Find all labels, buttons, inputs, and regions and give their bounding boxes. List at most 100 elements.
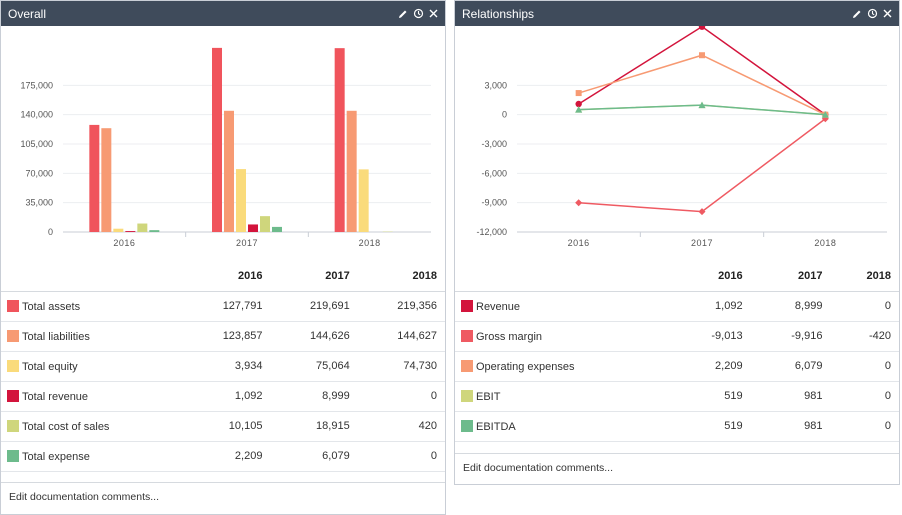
header-year: 2018 — [830, 261, 899, 292]
row-label: EBITDA — [476, 420, 516, 433]
value-cell: 6,079 — [270, 441, 358, 472]
bar — [272, 226, 282, 232]
value-cell: 219,356 — [357, 291, 445, 322]
header-name-col — [1, 261, 184, 292]
value-cell: 8,999 — [270, 381, 358, 412]
table-row: Total assets 127,791 219,691 219,356 — [1, 291, 445, 322]
value-cell: 0 — [830, 291, 899, 322]
row-label: Total liabilities — [22, 330, 90, 343]
legend-swatch — [7, 419, 19, 432]
table-row: Total equity 3,934 75,064 74,730 — [1, 351, 445, 382]
x-tick-label: 2018 — [359, 238, 381, 248]
value-cell: 219,691 — [270, 291, 358, 322]
relationships-table: 2016 2017 2018 Revenue 1,092 8,999 0 Gro… — [455, 261, 899, 442]
history-icon[interactable] — [412, 8, 424, 20]
bar — [101, 128, 112, 232]
overall-table: 2016 2017 2018 Total assets 127,791 219,… — [1, 261, 445, 472]
table-header-row: 2016 2017 2018 — [1, 261, 445, 292]
data-point — [821, 111, 829, 118]
row-label: Total equity — [22, 360, 78, 373]
value-cell: -420 — [830, 321, 899, 352]
table-row: EBITDA 519 981 0 — [455, 411, 899, 442]
value-cell: 123,857 — [183, 321, 271, 352]
y-tick-label: -3,000 — [481, 139, 507, 149]
table-header-row: 2016 2017 2018 — [455, 261, 899, 292]
value-cell: -9,013 — [670, 321, 751, 352]
x-tick-label: 2017 — [691, 238, 713, 248]
value-cell: 0 — [357, 441, 445, 472]
y-tick-label: 0 — [48, 227, 53, 237]
legend-swatch — [7, 299, 19, 312]
table-row: Operating expenses 2,209 6,079 0 — [455, 351, 899, 382]
panel-title: Relationships — [462, 6, 535, 21]
panel-title: Overall — [8, 6, 47, 21]
table-row: Total expense 2,209 6,079 0 — [1, 441, 445, 472]
row-name: Total equity — [1, 351, 184, 382]
value-cell: 420 — [357, 411, 445, 442]
divider — [1, 482, 445, 483]
value-cell: 519 — [670, 411, 751, 442]
value-cell: 2,209 — [670, 351, 751, 382]
value-cell: 10,105 — [183, 411, 271, 442]
row-name: Operating expenses — [455, 351, 671, 382]
overall-panel-header: Overall — [1, 1, 445, 26]
y-tick-label: 35,000 — [25, 198, 53, 208]
bar — [149, 230, 160, 232]
history-icon[interactable] — [866, 8, 878, 20]
edit-documentation-link[interactable]: Edit documentation comments... — [463, 462, 613, 474]
row-name: Total revenue — [1, 381, 184, 412]
y-tick-label: 175,000 — [20, 80, 53, 90]
data-point — [698, 101, 706, 109]
close-icon[interactable] — [881, 8, 893, 20]
data-point — [698, 26, 706, 30]
bar — [212, 47, 222, 232]
y-tick-label: 105,000 — [20, 139, 53, 149]
row-name: Gross margin — [455, 321, 671, 352]
value-cell: 127,791 — [183, 291, 271, 322]
pencil-icon[interactable] — [851, 8, 863, 20]
legend-swatch — [461, 299, 473, 312]
value-cell: 1,092 — [183, 381, 271, 412]
value-cell: 519 — [670, 381, 751, 412]
pencil-icon[interactable] — [397, 8, 409, 20]
bar — [358, 169, 369, 232]
value-cell: 6,079 — [750, 351, 831, 382]
y-tick-label: 0 — [502, 110, 507, 120]
bar — [89, 124, 100, 232]
relationships-line-chart: -12,000 -9,000 -6,000 -3,000 0 3,000 2016 2017 2… — [455, 26, 899, 261]
close-icon[interactable] — [427, 8, 439, 20]
bar — [137, 223, 148, 232]
value-cell: 981 — [750, 381, 831, 412]
value-cell: 144,626 — [270, 321, 358, 352]
x-tick-label: 2016 — [113, 238, 135, 248]
x-tick-label: 2016 — [568, 238, 590, 248]
table-row: Gross margin -9,013 -9,916 -420 — [455, 321, 899, 352]
value-cell: 1,092 — [670, 291, 751, 322]
table-row: Revenue 1,092 8,999 0 — [455, 291, 899, 322]
value-cell: 2,209 — [183, 441, 271, 472]
row-label: Total expense — [22, 450, 90, 463]
bar — [113, 228, 124, 232]
row-name: Total assets — [1, 291, 184, 322]
bar — [248, 224, 258, 232]
row-label: Total cost of sales — [22, 420, 110, 433]
row-name: Total expense — [1, 441, 184, 472]
header-year: 2016 — [670, 261, 751, 292]
legend-swatch — [461, 359, 473, 372]
bar — [224, 110, 234, 232]
row-label: Total assets — [22, 300, 81, 313]
legend-swatch — [461, 329, 473, 342]
legend-swatch — [7, 449, 19, 462]
value-cell: 74,730 — [357, 351, 445, 382]
data-point — [575, 90, 582, 97]
overall-panel: Overall 0 35,000 70,000 105,000 140,000 175,0… — [0, 0, 446, 515]
row-name: EBITDA — [455, 411, 671, 442]
y-tick-label: 70,000 — [25, 168, 53, 178]
row-name: Total liabilities — [1, 321, 184, 352]
data-point — [575, 106, 583, 113]
series-line — [578, 26, 826, 116]
x-tick-label: 2017 — [236, 238, 258, 248]
relationships-panel: Relationships -12,000 -9,000 -6,000 -3,000 0… — [454, 0, 900, 485]
row-label: Total revenue — [22, 390, 89, 403]
edit-documentation-link[interactable]: Edit documentation comments... — [9, 491, 159, 503]
